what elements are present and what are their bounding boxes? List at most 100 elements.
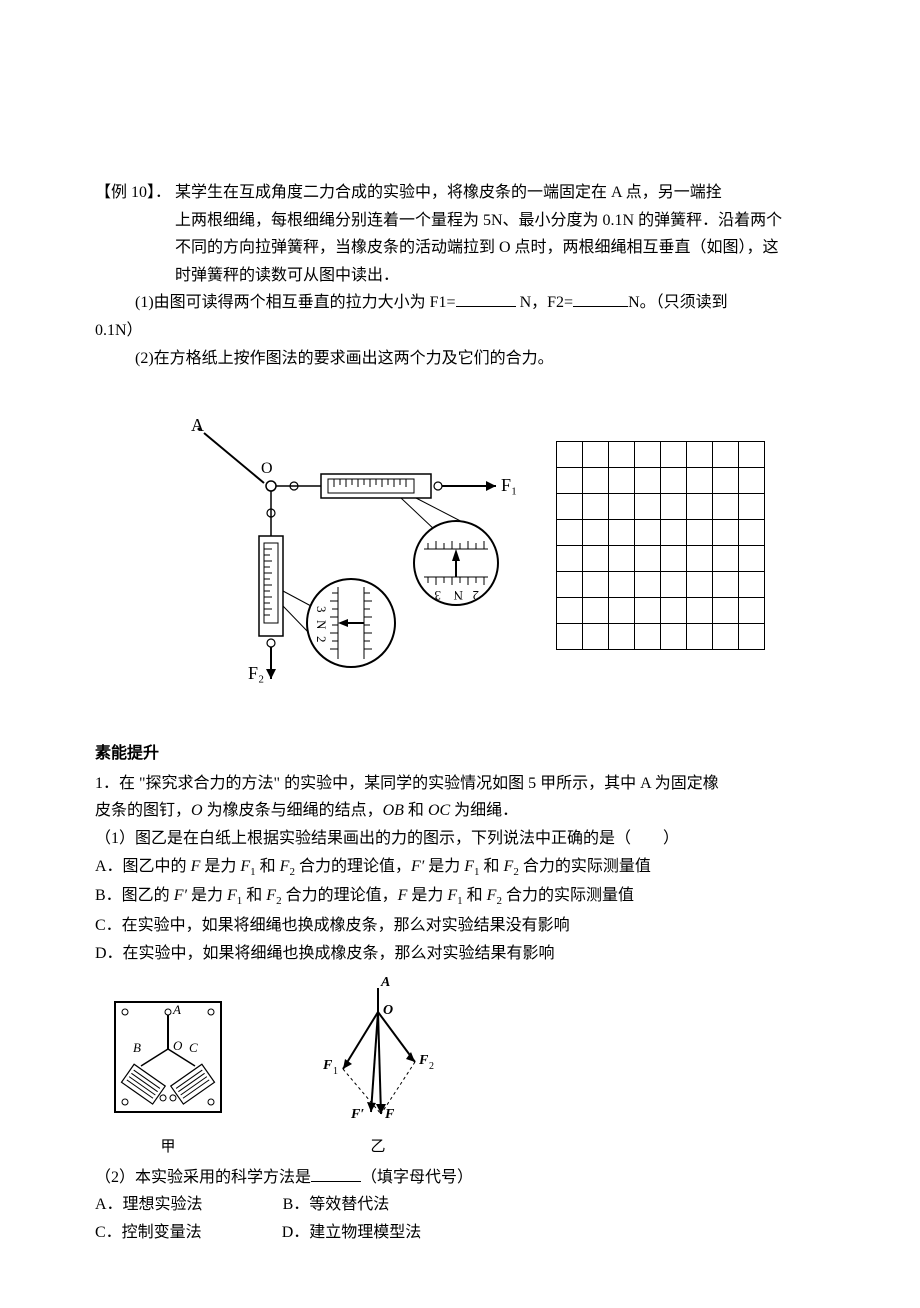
svg-text:O: O xyxy=(383,1003,393,1018)
ex10-q2: (2)在方格纸上按作图法的要求画出这两个力及它们的合力。 xyxy=(95,346,825,372)
q1-OB: OB xyxy=(383,802,404,819)
magnifier-2: 3 N 2 xyxy=(283,579,395,667)
q1-s1b: 皮条的图钉， xyxy=(95,802,191,819)
q1-a: (1)由图可读得两个相互垂直的拉力大小为 F1= xyxy=(135,294,456,311)
fig-jia-label: 甲 xyxy=(103,1135,233,1159)
fig-jia: A O B C xyxy=(103,994,233,1124)
ob-F: F xyxy=(398,887,408,904)
mc-row-2: C．控制变量法 D．建立物理模型法 xyxy=(95,1220,825,1248)
oa-c: 和 xyxy=(256,858,280,875)
question-1: 1．在 "探究求合力的方法" 的实验中，某同学的实验情况如图 5 甲所示，其中 … xyxy=(95,771,825,967)
svg-text:A: A xyxy=(380,975,390,990)
q1-b: N，F2= xyxy=(516,294,573,311)
ob-a: B．图乙的 xyxy=(95,887,174,904)
q1-s1e: 为细绳． xyxy=(450,802,518,819)
svg-text:1: 1 xyxy=(333,1066,338,1077)
svg-text:2: 2 xyxy=(429,1061,434,1072)
grid-table xyxy=(556,441,765,650)
arrow-f1-head xyxy=(486,481,496,491)
oa-F2b: F xyxy=(504,858,514,875)
q1-optB: B．图乙的 F′ 是力 F1 和 F2 合力的理论值，F 是力 F1 和 F2 … xyxy=(95,883,825,911)
svg-text:2: 2 xyxy=(314,636,329,643)
ob-e: 是力 xyxy=(407,887,447,904)
p2b: （填字母代号） xyxy=(361,1169,473,1186)
fig-yi-label: 乙 xyxy=(303,1135,453,1159)
q1-mcB: B．等效替代法 xyxy=(283,1192,390,1218)
spring-scale-1 xyxy=(321,474,442,498)
q1-mcA: A．理想实验法 xyxy=(95,1192,203,1218)
ob-f: 和 xyxy=(463,887,487,904)
ex10-q1d: 0.1N） xyxy=(95,318,825,344)
label-f1: F₁ xyxy=(501,475,517,495)
blank-method xyxy=(311,1166,361,1182)
ex10-l4: 时弹簧秤的读数可从图中读出． xyxy=(95,263,825,289)
fig-yi-wrap: A O F 1 F 2 F′ F 乙 xyxy=(303,974,453,1159)
q1-optA: A．图乙中的 F 是力 F1 和 F2 合力的理论值，F′ 是力 F1 和 F2… xyxy=(95,854,825,882)
svg-text:2: 2 xyxy=(472,588,479,603)
svg-text:F: F xyxy=(384,1107,395,1122)
oa-f: 和 xyxy=(480,858,504,875)
oa-F: F xyxy=(191,858,201,875)
svg-text:3: 3 xyxy=(434,588,441,603)
q1-stem-l2: 皮条的图钉，O 为橡皮条与细绳的结点，OB 和 OC 为细绳． xyxy=(95,798,825,824)
oa-b: 是力 xyxy=(200,858,240,875)
q1-optD: D．在实验中，如果将细绳也换成橡皮条，那么对实验结果有影响 xyxy=(95,941,825,967)
arrow-f2-head xyxy=(266,669,276,679)
oa-e: 是力 xyxy=(424,858,464,875)
ob-b: 是力 xyxy=(187,887,227,904)
ex10-l1: 某学生在互成角度二力合成的实验中，将橡皮条的一端固定在 A 点，另一端拴 xyxy=(175,184,722,201)
section-title: 素能提升 xyxy=(95,741,825,767)
ob-c: 和 xyxy=(242,887,266,904)
label-o: O xyxy=(261,460,273,477)
q1-OC: OC xyxy=(428,802,450,819)
ex10-label: 【例 10】． xyxy=(95,184,171,201)
q1-c: N。（只须读到 xyxy=(628,294,728,311)
ob-Fp: F′ xyxy=(174,887,187,904)
example-10: 【例 10】． 某学生在互成角度二力合成的实验中，将橡皮条的一端固定在 A 点，… xyxy=(95,180,825,371)
figure-row-2: A O B C 甲 xyxy=(103,974,825,1159)
blank-f2 xyxy=(573,291,628,307)
oa-a: A．图乙中的 xyxy=(95,858,191,875)
ex10-l3: 不同的方向拉弹簧秤，当橡皮条的活动端拉到 O 点时，两根细绳相互垂直（如图），这 xyxy=(95,235,825,261)
svg-text:N: N xyxy=(453,588,463,603)
svg-text:3: 3 xyxy=(314,606,329,613)
oa-Fp: F′ xyxy=(411,858,424,875)
q1-s1d: 和 xyxy=(404,802,428,819)
spring-scale-2 xyxy=(259,536,283,647)
ob-F1b: F xyxy=(447,887,457,904)
svg-text:F: F xyxy=(322,1058,333,1073)
apparatus-diagram: A O F₁ xyxy=(156,401,536,691)
svg-text:F: F xyxy=(418,1053,429,1068)
q1-s1c: 为橡皮条与细绳的结点， xyxy=(203,802,383,819)
svg-text:N: N xyxy=(314,620,329,630)
p2a: （2）本实验采用的科学方法是 xyxy=(95,1169,311,1186)
ex10-q1: (1)由图可读得两个相互垂直的拉力大小为 F1= N，F2= N。（只须读到 xyxy=(95,290,825,316)
knot-o xyxy=(266,481,276,491)
anchor-line xyxy=(204,433,264,483)
ob-g: 合力的实际测量值 xyxy=(502,887,634,904)
ob-F1: F xyxy=(227,887,237,904)
oa-F1b: F xyxy=(464,858,474,875)
q1-s1a: 1．在 "探究求合力的方法" 的实验中，某同学的实验情况如图 5 甲所示，其中 … xyxy=(95,775,719,792)
fig-jia-wrap: A O B C 甲 xyxy=(103,994,233,1159)
ob-d: 合力的理论值， xyxy=(282,887,398,904)
ex10-l2: 上两根细绳，每根细绳分别连着一个量程为 5N、最小分度为 0.1N 的弹簧秤．沿… xyxy=(95,208,825,234)
svg-text:A: A xyxy=(172,1002,181,1017)
svg-text:F′: F′ xyxy=(350,1107,364,1122)
oa-d: 合力的理论值， xyxy=(295,858,411,875)
anchor-dot xyxy=(197,428,200,431)
fig-yi: A O F 1 F 2 F′ F xyxy=(303,974,453,1124)
q1-stem-l1: 1．在 "探究求合力的方法" 的实验中，某同学的实验情况如图 5 甲所示，其中 … xyxy=(95,771,825,797)
svg-text:C: C xyxy=(189,1040,198,1055)
answer-grid xyxy=(556,441,765,650)
q1-O: O xyxy=(191,802,203,819)
svg-text:B: B xyxy=(133,1040,141,1055)
oa-F1: F xyxy=(240,858,250,875)
q1-optC: C．在实验中，如果将细绳也换成橡皮条，那么对实验结果没有影响 xyxy=(95,913,825,939)
ob-F2: F xyxy=(266,887,276,904)
q1-p1: （1）图乙是在白纸上根据实验结果画出的力的图示，下列说法中正确的是（ ） xyxy=(95,826,825,852)
svg-text:O: O xyxy=(173,1038,183,1053)
figure-row-1: A O F₁ xyxy=(95,401,825,691)
q1-p2: （2）本实验采用的科学方法是 （填字母代号） xyxy=(95,1165,825,1191)
oa-g: 合力的实际测量值 xyxy=(519,858,651,875)
